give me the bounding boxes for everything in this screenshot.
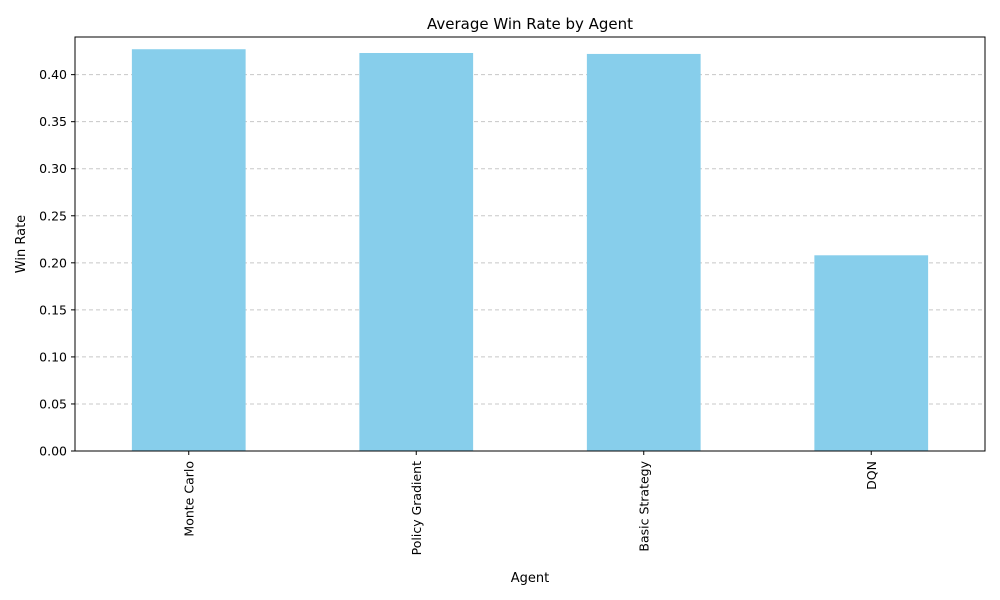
y-tick-label: 0.20 [39, 255, 67, 270]
plot-frame [74, 36, 986, 452]
y-tick-label: 0.40 [39, 67, 67, 82]
x-tick-label: Policy Gradient [409, 461, 424, 555]
bar-basic-strategy [586, 53, 701, 451]
y-axis-label: Win Rate [14, 215, 29, 273]
y-tick-label: 0.30 [39, 161, 67, 176]
bar-policy-gradient [359, 52, 474, 451]
bar-monte-carlo [131, 49, 246, 452]
y-tick-label: 0.10 [39, 349, 67, 364]
y-tick-label: 0.15 [39, 302, 67, 317]
y-axis-ticks: 0.00 0.05 0.10 0.15 0.20 0.25 0.30 0.35 0.40 [39, 67, 75, 459]
x-axis-label: Agent [511, 571, 549, 586]
bar-dqn [814, 255, 929, 451]
y-tick-label: 0.00 [39, 444, 67, 459]
x-axis-ticks: Monte Carlo Policy Gradient Basic Strategy… [181, 451, 879, 555]
y-tick-label: 0.25 [39, 208, 67, 223]
x-tick-label: Basic Strategy [636, 460, 651, 551]
chart-title: Average Win Rate by Agent [427, 15, 633, 33]
y-tick-label: 0.35 [39, 114, 67, 129]
bars [131, 49, 929, 452]
y-tick-label: 0.05 [39, 396, 67, 411]
x-tick-label: DQN [864, 461, 879, 490]
x-tick-label: Monte Carlo [181, 461, 196, 537]
